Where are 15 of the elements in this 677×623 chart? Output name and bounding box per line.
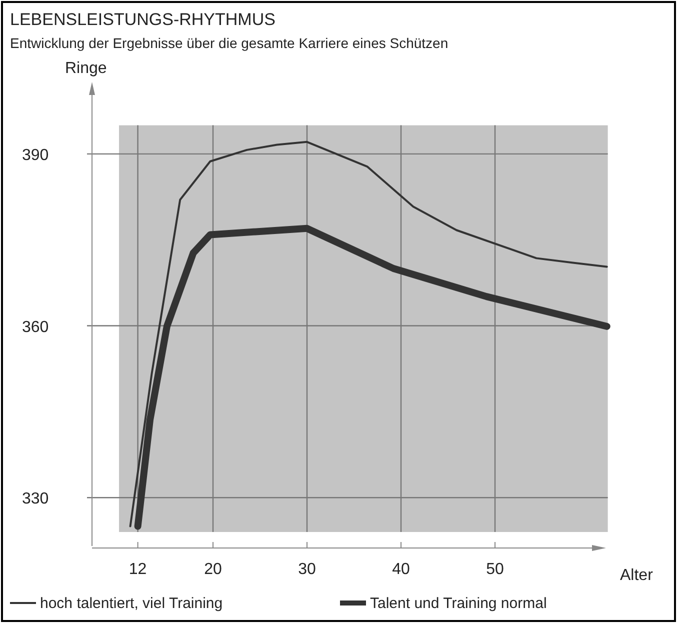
y-tick-label: 360 xyxy=(22,318,49,336)
line-series xyxy=(129,140,608,528)
y-axis-title: Ringe xyxy=(65,60,107,77)
chart-subtitle: Entwicklung der Ergebnisse über die gesamte Karriere eines Schützen xyxy=(10,35,448,51)
x-tick-label: 50 xyxy=(486,561,504,578)
x-tick-label: 20 xyxy=(204,561,222,578)
y-tick-label: 390 xyxy=(22,146,49,164)
legend-label: Talent und Training normal xyxy=(370,595,547,612)
x-tick-label: 30 xyxy=(298,561,316,578)
x-tick-label: 12 xyxy=(128,561,147,578)
y-tick-label: 330 xyxy=(22,490,49,508)
x-tick-label: 40 xyxy=(392,561,410,578)
legend-label: hoch talentiert, viel Training xyxy=(40,595,223,612)
x-axis-title: Alter xyxy=(620,567,654,584)
chart-title: LEBENSLEISTUNGS-RHYTHMUS xyxy=(10,10,276,29)
